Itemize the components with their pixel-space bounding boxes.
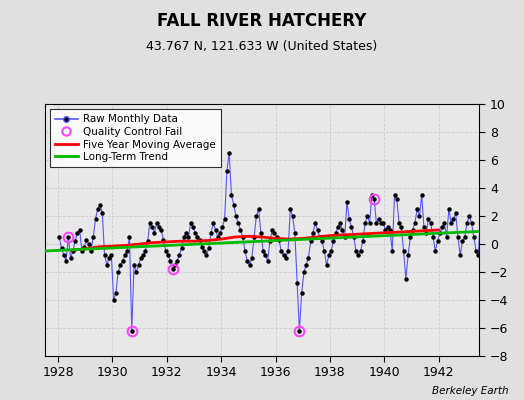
Text: FALL RIVER HATCHERY: FALL RIVER HATCHERY [157,12,367,30]
Text: 43.767 N, 121.633 W (United States): 43.767 N, 121.633 W (United States) [146,40,378,53]
Legend: Raw Monthly Data, Quality Control Fail, Five Year Moving Average, Long-Term Tren: Raw Monthly Data, Quality Control Fail, … [50,109,221,168]
Text: Berkeley Earth: Berkeley Earth [432,386,508,396]
